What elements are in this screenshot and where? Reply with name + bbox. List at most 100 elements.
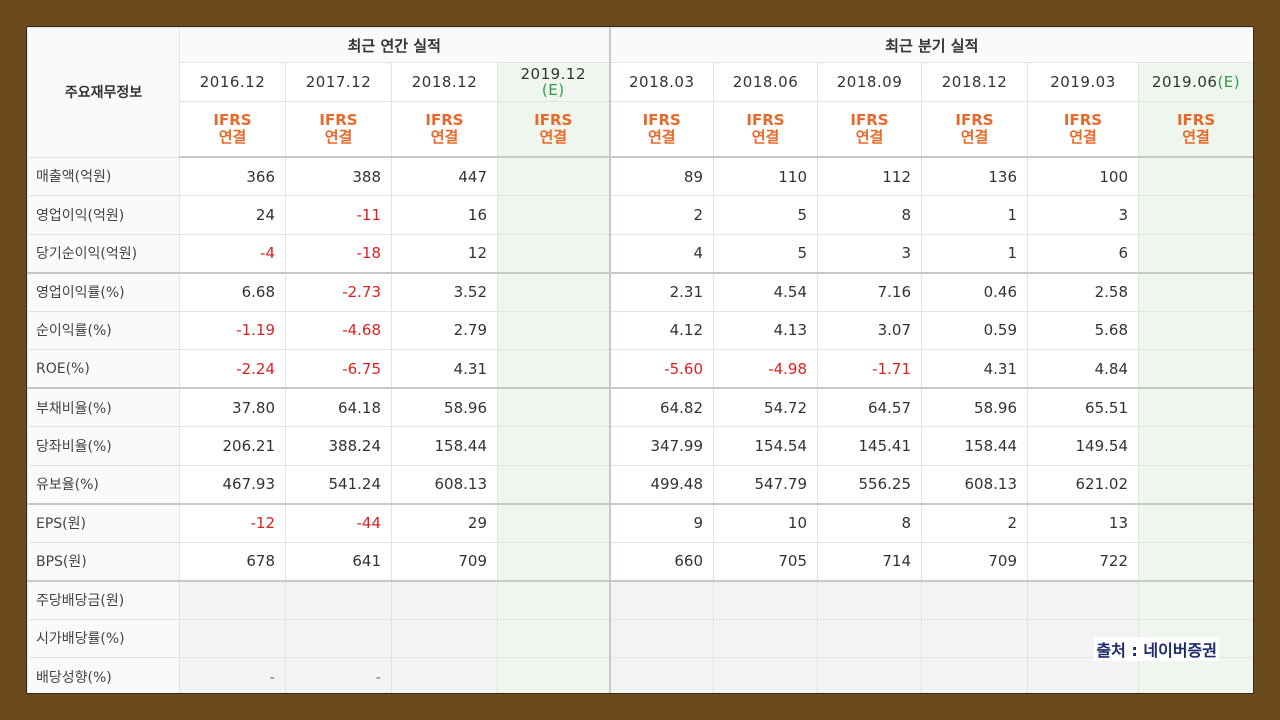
table-row: 당좌비율(%) 206.21 388.24 158.44 347.99 154.54 145… xyxy=(27,426,1253,466)
corner-label: 주요재무정보 xyxy=(27,27,180,158)
estimate-mark: (E) xyxy=(1217,73,1241,91)
value-cell xyxy=(497,618,610,658)
table-row: 배당성향(%) - - xyxy=(27,657,1253,693)
ifrs-label: IFRS xyxy=(642,111,681,129)
row-label: 부채비율(%) xyxy=(27,387,180,427)
value-cell xyxy=(391,580,498,620)
value-cell xyxy=(497,387,610,427)
value-cell: 0.46 xyxy=(921,272,1028,312)
row-label: 당기순이익(억원) xyxy=(27,233,180,274)
value-cell: 1 xyxy=(921,195,1028,235)
value-cell: - xyxy=(179,657,286,693)
row-label: 영업이익률(%) xyxy=(27,272,180,312)
table-row: 유보율(%) 467.93 541.24 608.13 499.48 547.79 556.… xyxy=(27,464,1253,505)
period-header: 2018.09 xyxy=(817,62,922,102)
value-cell: -4 xyxy=(179,233,286,274)
value-cell: 24 xyxy=(179,195,286,235)
ifrs-label: IFRS xyxy=(534,111,573,129)
row-label: 당좌비율(%) xyxy=(27,426,180,466)
value-cell: 4.31 xyxy=(391,349,498,389)
value-cell xyxy=(817,618,922,658)
ifrs-badge: IFRS 연결 xyxy=(285,101,392,158)
period-header-row: 2016.12 2017.12 2018.12 2019.12 (E) 2018.03 20… xyxy=(28,62,1253,102)
financial-summary-table: 주요재무정보 최근 연간 실적 최근 분기 실적 2016.12 2017.12 2… xyxy=(27,27,1253,693)
ifrs-label: IFRS xyxy=(1176,111,1216,129)
annual-group-title: 최근 연간 실적 xyxy=(179,27,610,63)
ifrs-label: IFRS xyxy=(319,111,358,129)
ifrs-label: IFRS xyxy=(1063,111,1103,129)
value-cell xyxy=(1137,156,1253,196)
ifrs-badge: IFRS 연결 xyxy=(497,101,610,158)
value-cell: 206.21 xyxy=(179,426,286,466)
value-cell xyxy=(391,618,498,658)
consolidated-label: 연결 xyxy=(430,128,459,146)
value-cell: -1.71 xyxy=(817,349,922,389)
row-label: 주당배당금(원) xyxy=(27,580,180,620)
value-cell xyxy=(497,195,610,235)
value-cell xyxy=(608,580,714,620)
value-cell: 5.68 xyxy=(1027,310,1139,350)
ifrs-badge: IFRS 연결 xyxy=(1027,101,1139,158)
value-cell: -4.98 xyxy=(713,349,818,389)
value-cell xyxy=(921,657,1028,693)
period-header: 2018.03 xyxy=(608,62,714,102)
value-cell: 709 xyxy=(391,541,498,582)
value-cell xyxy=(497,657,610,693)
value-cell: 467.93 xyxy=(179,464,286,505)
value-cell: 13 xyxy=(1027,503,1139,543)
estimate-mark: (E) xyxy=(541,81,565,99)
value-cell: 4.12 xyxy=(608,310,714,350)
value-cell: 154.54 xyxy=(713,426,818,466)
value-cell: 58.96 xyxy=(921,387,1028,427)
value-cell xyxy=(285,618,392,658)
period-header: 2019.06(E) xyxy=(1137,62,1253,102)
value-cell xyxy=(497,503,610,543)
value-cell: 447 xyxy=(391,156,498,196)
ifrs-badge: IFRS 연결 xyxy=(608,101,714,158)
consolidated-label: 연결 xyxy=(218,128,247,146)
value-cell: 347.99 xyxy=(608,426,714,466)
value-cell: 1 xyxy=(921,233,1028,274)
value-cell: 2.31 xyxy=(608,272,714,312)
value-cell: 9 xyxy=(608,503,714,543)
row-label: 매출액(억원) xyxy=(27,156,180,196)
value-cell: -11 xyxy=(285,195,392,235)
value-cell xyxy=(497,349,610,389)
value-cell: 3 xyxy=(817,233,922,274)
value-cell xyxy=(497,156,610,196)
value-cell xyxy=(1137,580,1253,620)
value-cell xyxy=(1137,233,1253,274)
consolidated-label: 연결 xyxy=(751,128,780,146)
table-row: 주당배당금(원) xyxy=(27,580,1253,620)
value-cell xyxy=(921,580,1028,620)
value-cell: 4.84 xyxy=(1027,349,1139,389)
period-header: 2019.03 xyxy=(1027,62,1139,102)
value-cell xyxy=(179,618,286,658)
value-cell: 8 xyxy=(817,195,922,235)
value-cell: 29 xyxy=(391,503,498,543)
ifrs-badge: IFRS 연결 xyxy=(817,101,922,158)
value-cell: 145.41 xyxy=(817,426,922,466)
value-cell: 58.96 xyxy=(391,387,498,427)
ifrs-badge: IFRS 연결 xyxy=(391,101,498,158)
table-row: EPS(원) -12 -44 29 9 10 8 2 13 xyxy=(27,503,1253,543)
value-cell xyxy=(608,618,714,658)
value-cell: 112 xyxy=(817,156,922,196)
ifrs-label: IFRS xyxy=(425,111,464,129)
value-cell: 8 xyxy=(817,503,922,543)
consolidated-label: 연결 xyxy=(1069,128,1097,146)
value-cell xyxy=(1137,426,1253,466)
value-cell: 110 xyxy=(713,156,818,196)
period-label: 2019.12 xyxy=(520,65,587,83)
row-label: 유보율(%) xyxy=(27,464,180,505)
table-row: 부채비율(%) 37.80 64.18 58.96 64.82 54.72 64.57 58.… xyxy=(27,387,1253,427)
value-cell: 3.52 xyxy=(391,272,498,312)
ifrs-header-row: IFRS 연결 IFRS 연결 IFRS 연결 IFRS 연결 IFRS 연결 IFRS 연결 IFRS… xyxy=(28,101,1253,158)
value-cell: -4.68 xyxy=(285,310,392,350)
row-label: EPS(원) xyxy=(27,503,180,543)
value-cell xyxy=(713,657,818,693)
value-cell: 149.54 xyxy=(1027,426,1139,466)
value-cell: 3.07 xyxy=(817,310,922,350)
value-cell: -2.24 xyxy=(179,349,286,389)
table-row: 순이익률(%) -1.19 -4.68 2.79 4.12 4.13 3.07 0.59 5.6… xyxy=(27,310,1253,350)
